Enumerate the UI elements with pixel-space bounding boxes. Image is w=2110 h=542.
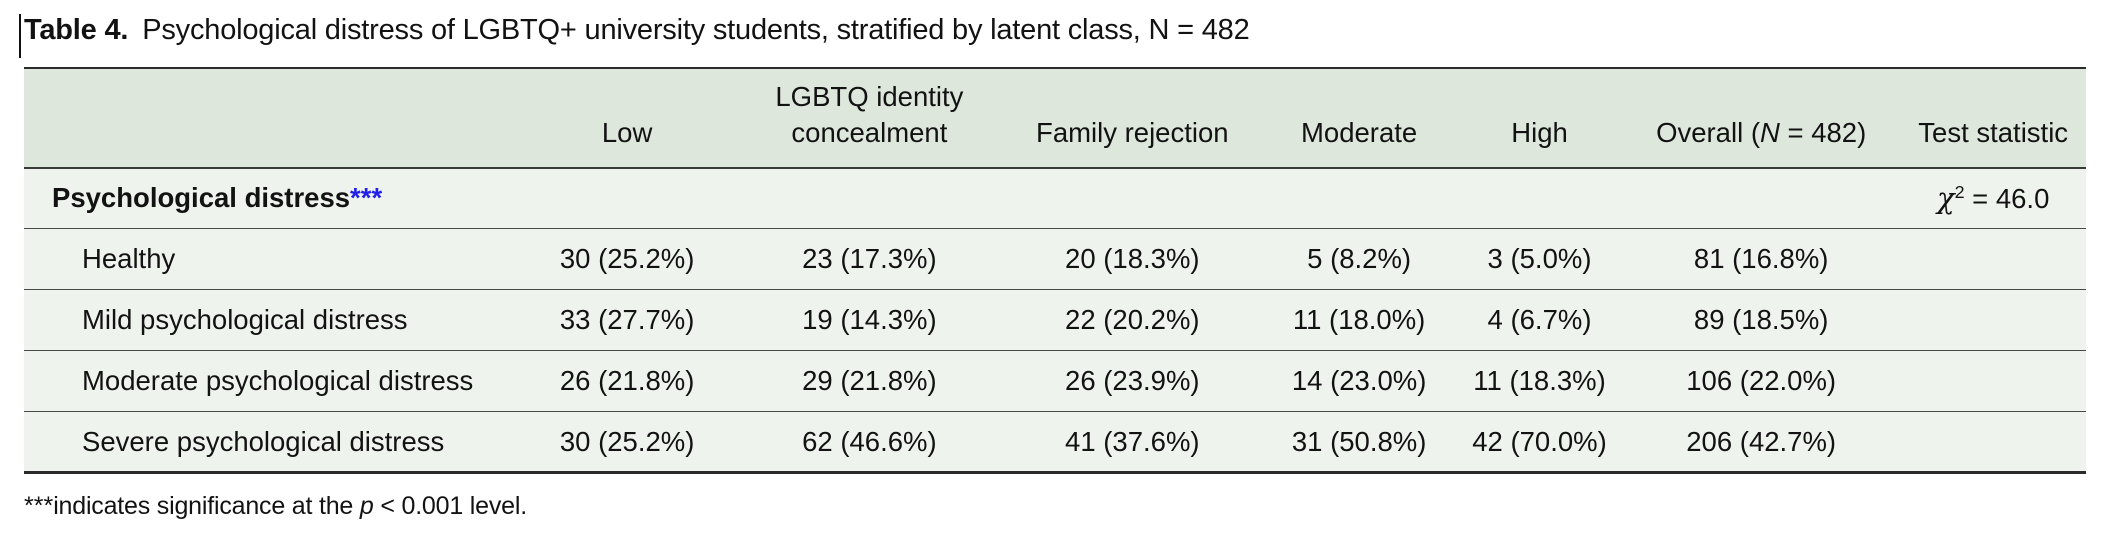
row-label: Severe psychological distress — [82, 425, 445, 457]
cell-test — [1900, 412, 2086, 473]
cell-concealment: 29 (21.8%) — [735, 350, 1004, 412]
cell-high: 3 (5.0%) — [1457, 228, 1622, 290]
overall-n-italic: N — [1760, 116, 1780, 148]
group-label: Psychological distress*** — [24, 167, 519, 229]
header-row: Low LGBTQ identity concealment Family re… — [24, 68, 2086, 169]
cell-family: 41 (37.6%) — [1065, 425, 1200, 457]
footnote-text-post: < 0.001 level. — [373, 492, 527, 520]
header-overall: Overall (N = 482) — [1622, 68, 1901, 169]
cell-high: 42 (70.0%) — [1472, 425, 1607, 457]
cell-test-statistic: χ2 = 46.0 — [1900, 167, 2086, 229]
table-row-mild: Mild psychological distress 33 (27.7%) 1… — [24, 289, 2086, 351]
cell-family: 20 (18.3%) — [1003, 228, 1262, 290]
overall-prefix: Overall ( — [1656, 116, 1760, 148]
cell-empty — [518, 167, 736, 229]
header-moderate: Moderate — [1261, 68, 1458, 169]
cell-empty — [1003, 167, 1262, 229]
cell-overall: 81 (16.8%) — [1622, 228, 1901, 290]
header-low: Low — [518, 68, 736, 169]
distress-table: Low LGBTQ identity concealment Family re… — [24, 67, 2086, 474]
table-row-severe: Severe psychological distress 30 (25.2%)… — [24, 411, 2086, 473]
chi-symbol: χ — [1936, 181, 1955, 216]
table-footnote: ***indicates significance at the p < 0.0… — [24, 492, 2086, 521]
cell-moderate: 14 (23.0%) — [1261, 350, 1458, 412]
cell-concealment: 19 (14.3%) — [735, 289, 1004, 351]
cell-low: 30 (25.2%) — [518, 228, 736, 290]
cell-concealment: 62 (46.6%) — [802, 425, 937, 457]
overall-suffix: = 482) — [1779, 116, 1867, 148]
significance-stars: *** — [350, 182, 383, 214]
cell-overall: 89 (18.5%) — [1622, 289, 1901, 351]
cell-empty — [1261, 167, 1458, 229]
footnote-p-italic: p — [359, 492, 374, 520]
chi-exponent: 2 — [1954, 182, 1965, 203]
table-number: Table 4. — [24, 14, 129, 46]
footnote-text-pre: indicates significance at the — [53, 492, 360, 520]
cell-high: 11 (18.3%) — [1457, 350, 1622, 412]
cell-moderate: 5 (8.2%) — [1261, 228, 1458, 290]
table-header: Low LGBTQ identity concealment Family re… — [24, 68, 2086, 169]
cell-family: 26 (23.9%) — [1003, 350, 1262, 412]
table-body: Psychological distress*** χ2 = 46.0 Heal… — [24, 167, 2086, 473]
text-cursor — [19, 14, 21, 58]
cell-empty — [1457, 167, 1622, 229]
header-test-statistic: Test statistic — [1900, 68, 2086, 169]
table-row-moderate: Moderate psychological distress 26 (21.8… — [24, 350, 2086, 412]
row-label: Moderate psychological distress — [24, 350, 519, 412]
table-row-healthy: Healthy 30 (25.2%) 23 (17.3%) 20 (18.3%)… — [24, 228, 2086, 290]
group-label-text: Psychological distress — [52, 182, 351, 214]
header-high: High — [1457, 68, 1622, 169]
header-empty — [24, 68, 519, 169]
cell-high: 4 (6.7%) — [1457, 289, 1622, 351]
cell-moderate: 11 (18.0%) — [1261, 289, 1458, 351]
cell-overall: 206 (42.7%) — [1686, 425, 1837, 457]
table-caption: Table 4. Psychological distress of LGBTQ… — [19, 14, 2086, 58]
header-family-rejection: Family rejection — [1003, 68, 1262, 169]
cell-moderate: 31 (50.8%) — [1291, 425, 1427, 457]
cell-empty — [735, 167, 1004, 229]
cell-test — [1900, 289, 2086, 351]
group-row-psychological-distress: Psychological distress*** χ2 = 46.0 — [24, 167, 2086, 229]
row-label: Mild psychological distress — [24, 289, 519, 351]
cell-low: 26 (21.8%) — [518, 350, 736, 412]
row-label: Healthy — [24, 228, 519, 290]
cell-family: 22 (20.2%) — [1003, 289, 1262, 351]
chi-value: = 46.0 — [1964, 183, 2050, 215]
cell-test — [1900, 350, 2086, 412]
footnote-stars: *** — [24, 492, 54, 520]
cell-empty — [1622, 167, 1901, 229]
table-title: Psychological distress of LGBTQ+ univers… — [142, 14, 1250, 46]
cell-low: 33 (27.7%) — [518, 289, 736, 351]
cell-overall: 106 (22.0%) — [1622, 350, 1901, 412]
header-concealment: LGBTQ identity concealment — [735, 68, 1004, 169]
cell-concealment: 23 (17.3%) — [735, 228, 1004, 290]
cell-low: 30 (25.2%) — [559, 425, 695, 457]
cell-test — [1900, 228, 2086, 290]
